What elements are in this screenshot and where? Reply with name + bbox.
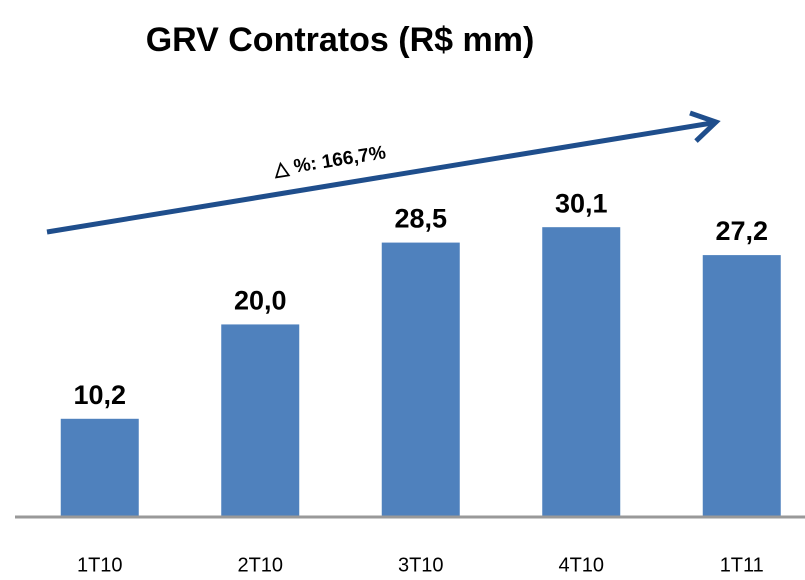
chart-title: GRV Contratos (R$ mm) bbox=[146, 21, 535, 59]
annotation: △ %: 166,7% bbox=[272, 142, 388, 181]
trend-arrow bbox=[46, 120, 713, 235]
bar bbox=[542, 227, 621, 517]
bar bbox=[221, 324, 300, 517]
x-tick-label: 2T10 bbox=[237, 554, 283, 576]
data-label: 28,5 bbox=[394, 204, 447, 234]
trend-arrow-head bbox=[689, 110, 721, 143]
bar bbox=[381, 242, 460, 518]
x-tick-label: 1T10 bbox=[77, 554, 123, 576]
bar bbox=[60, 418, 139, 517]
data-label: 27,2 bbox=[715, 216, 768, 246]
bar bbox=[702, 255, 781, 518]
x-tick-label: 1T11 bbox=[720, 554, 764, 576]
data-label: 10,2 bbox=[73, 380, 126, 410]
data-label: 30,1 bbox=[555, 188, 608, 218]
x-tick-label: 4T10 bbox=[558, 554, 604, 576]
x-tick-label: 3T10 bbox=[398, 554, 444, 576]
data-label: 20,0 bbox=[234, 286, 287, 316]
